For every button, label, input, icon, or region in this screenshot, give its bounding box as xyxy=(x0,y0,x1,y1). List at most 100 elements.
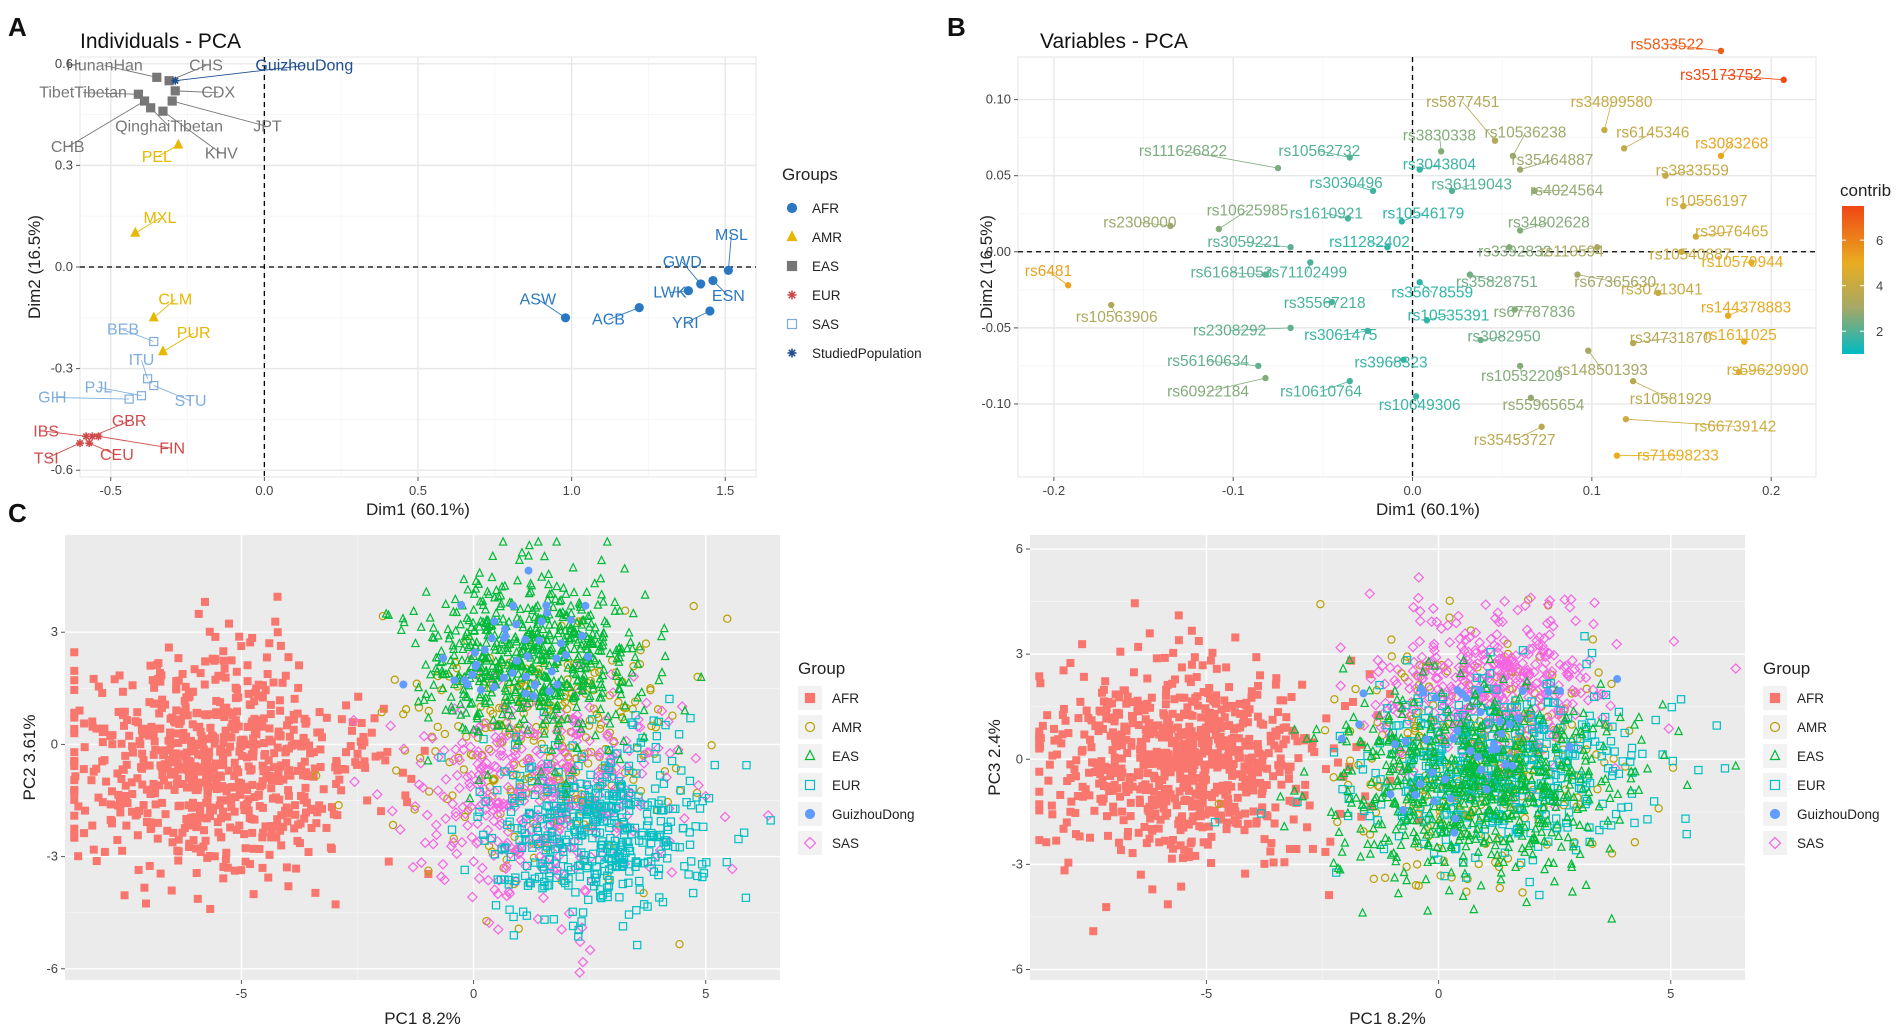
point-afr xyxy=(258,863,267,872)
point-afr xyxy=(331,900,340,909)
variable-label-rs3076465: rs3076465 xyxy=(1695,224,1768,241)
point-eur xyxy=(685,840,695,849)
point-eas xyxy=(619,714,629,724)
point-eur xyxy=(575,872,585,881)
point-sas xyxy=(466,891,478,903)
point-guizhoudong xyxy=(439,654,448,663)
point-eas xyxy=(461,691,471,701)
point-afr xyxy=(194,763,203,772)
point-eur xyxy=(570,825,579,835)
point-afr xyxy=(1187,697,1196,706)
point-afr xyxy=(1225,808,1234,817)
point-afr xyxy=(172,683,181,692)
point-afr xyxy=(1066,760,1075,769)
point-guizhoudong xyxy=(584,652,593,661)
point-amr xyxy=(1625,726,1634,736)
point-sas xyxy=(628,671,640,683)
point-amr xyxy=(410,805,419,814)
point-sas xyxy=(579,884,591,896)
point-eur xyxy=(1379,844,1389,854)
point-eur xyxy=(647,798,656,807)
variable-point-rs6145346 xyxy=(1620,145,1628,152)
panel-a-ticks: -0.5 0.0 0.5 1.0 1.5-0.6-0.30.00.30.6 xyxy=(51,56,735,498)
point-eas xyxy=(610,605,620,615)
point-amr xyxy=(399,709,408,719)
point-eur xyxy=(608,791,617,801)
point-guizhoudong xyxy=(501,632,510,641)
point-afr xyxy=(142,785,151,794)
point-afr xyxy=(1222,825,1231,834)
label-connector xyxy=(98,435,173,449)
point-sas xyxy=(1479,690,1491,702)
point-afr xyxy=(273,592,282,601)
point-eur xyxy=(575,826,584,835)
point-eas xyxy=(488,660,498,670)
variable-label-rs144378883: rs144378883 xyxy=(1701,300,1792,317)
point-eur xyxy=(587,857,597,866)
point-afr xyxy=(142,818,151,827)
point-afr xyxy=(1365,670,1374,679)
point-itu xyxy=(143,374,153,384)
variable-label-rs66739142: rs66739142 xyxy=(1694,418,1776,435)
point-afr xyxy=(181,752,190,761)
point-afr xyxy=(275,696,284,705)
point-sas xyxy=(462,771,473,783)
point-afr xyxy=(70,685,79,694)
point-afr xyxy=(370,714,379,723)
point-sas xyxy=(1502,667,1514,679)
point-sas xyxy=(1418,700,1430,712)
point-amr xyxy=(1214,799,1224,809)
point-afr xyxy=(247,765,256,774)
variable-label-rs10546179: rs10546179 xyxy=(1382,205,1464,222)
variable-point-rs67365630 xyxy=(1574,271,1581,278)
point-sas xyxy=(1371,710,1383,722)
point-guizhoudong xyxy=(561,650,570,659)
point-afr xyxy=(216,783,225,792)
point-afr xyxy=(1180,749,1189,758)
point-afr xyxy=(219,656,228,665)
variable-label-rs35678559: rs35678559 xyxy=(1391,284,1473,301)
point-eas xyxy=(513,668,523,678)
point-sas xyxy=(550,746,562,758)
point-afr xyxy=(1184,820,1193,829)
point-afr xyxy=(1173,723,1182,732)
point-afr xyxy=(1164,721,1173,730)
point-afr xyxy=(1282,713,1291,722)
point-eur xyxy=(1521,821,1530,830)
point-sas xyxy=(1492,647,1504,659)
point-eas xyxy=(441,598,451,609)
point-afr xyxy=(275,777,284,786)
point-afr xyxy=(1206,760,1215,769)
variable-label-rs10581929: rs10581929 xyxy=(1630,391,1712,408)
point-eur xyxy=(525,809,535,819)
point-afr xyxy=(1200,776,1209,785)
point-eur xyxy=(1569,839,1578,848)
point-amr xyxy=(468,751,477,760)
point-afr xyxy=(237,866,246,875)
point-afr xyxy=(174,739,183,748)
point-label-qinghaitibetan: QinghaiTibetan xyxy=(115,119,223,136)
point-eas xyxy=(620,563,630,573)
point-guizhoudong xyxy=(547,667,556,676)
point-eur xyxy=(1504,747,1513,756)
point-eas xyxy=(505,676,515,686)
label-connector xyxy=(1520,222,1549,231)
point-eur xyxy=(663,854,672,863)
star-stroke xyxy=(788,349,796,357)
point-afr xyxy=(262,766,271,775)
label-connector xyxy=(46,442,81,459)
point-guizhoudong xyxy=(471,648,480,657)
point-afr xyxy=(1160,653,1169,662)
point-afr xyxy=(79,765,88,774)
point-afr xyxy=(1164,784,1173,793)
point-eas xyxy=(554,608,564,618)
point-sas xyxy=(513,848,525,860)
point-afr xyxy=(1228,771,1237,780)
point-guizhoudong xyxy=(499,673,508,682)
point-eur xyxy=(585,793,594,802)
point-afr xyxy=(1050,724,1059,733)
point-afr xyxy=(1192,673,1201,682)
point-afr xyxy=(1145,629,1154,638)
point-sas xyxy=(1445,681,1457,693)
